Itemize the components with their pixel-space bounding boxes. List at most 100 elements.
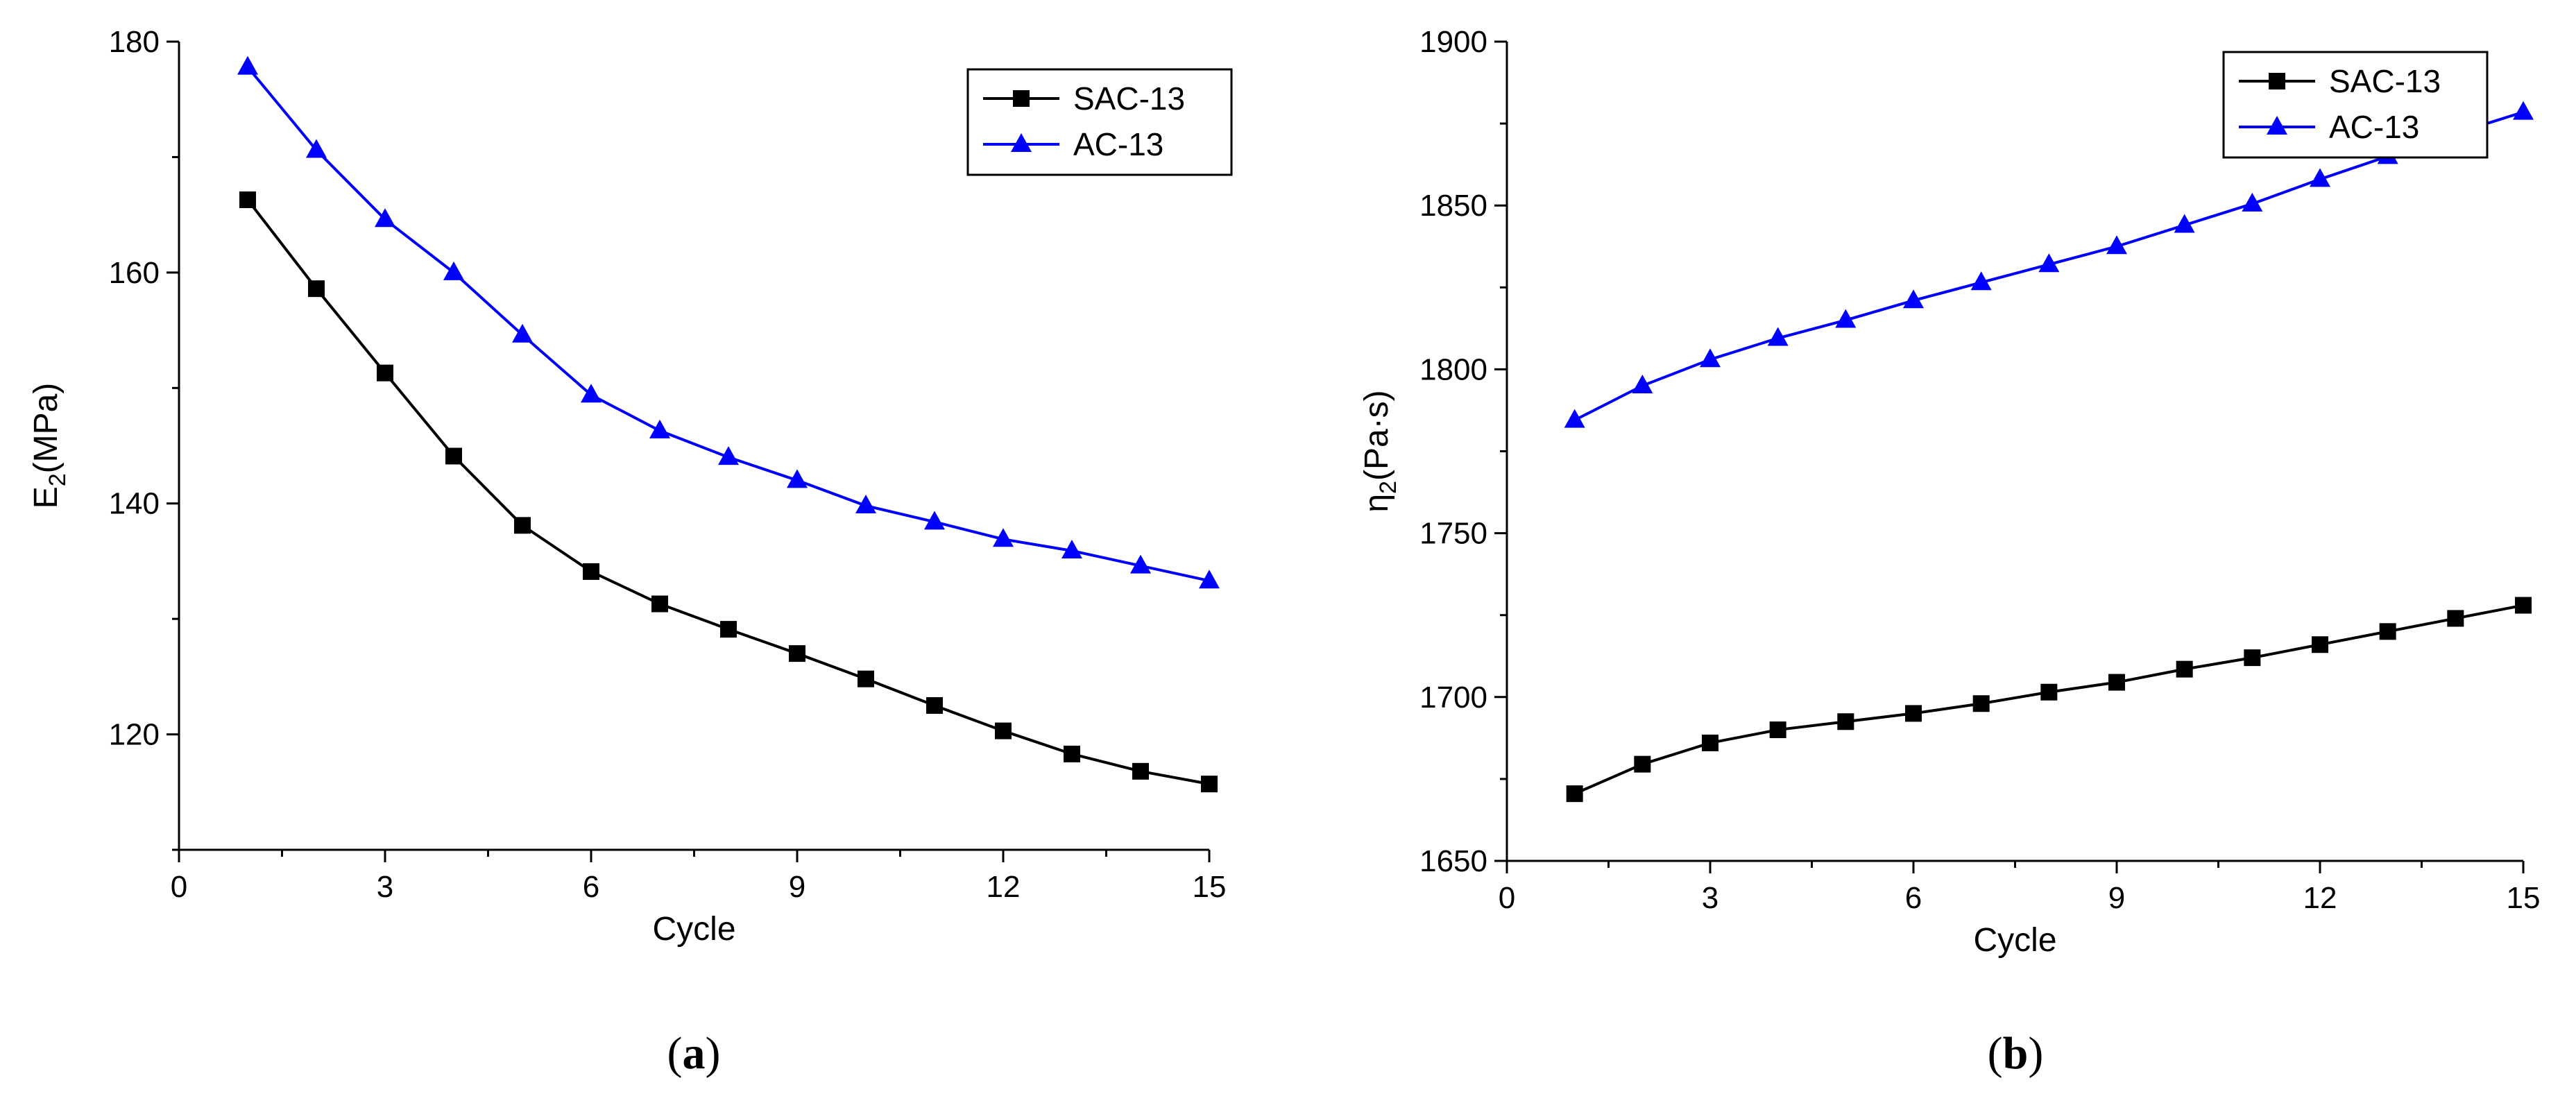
data-point-sac-13 (308, 280, 325, 298)
y-axis-title-subscript: 2 (44, 473, 71, 486)
legend: SAC-13 AC-13 (966, 68, 1233, 176)
y-tick-label: 1900 (1419, 25, 1487, 59)
y-axis-title: E2(MPa) (28, 383, 71, 509)
x-tick-label: 3 (1702, 881, 1718, 915)
data-point-ac-13 (512, 323, 533, 343)
y-tick-label: 1800 (1419, 352, 1487, 386)
data-point-sac-13 (583, 563, 599, 580)
y-axis-title-base: E (28, 486, 65, 508)
legend-marker (2267, 116, 2287, 135)
x-tick-label: 6 (1905, 881, 1922, 915)
data-point-sac-13 (377, 364, 393, 382)
data-point-sac-13 (514, 517, 531, 534)
x-tick-label: 12 (2303, 881, 2337, 915)
y-tick-label: 180 (109, 25, 160, 59)
data-point-ac-13 (1632, 375, 1653, 394)
data-point-ac-13 (1564, 409, 1585, 428)
data-point-sac-13 (1837, 713, 1854, 730)
legend: SAC-13 AC-13 (2222, 51, 2489, 159)
legend-label: SAC-13 (1073, 80, 1185, 117)
data-point-ac-13 (2513, 101, 2534, 120)
data-point-sac-13 (720, 621, 737, 638)
y-axis-title-unit: (Pa·s) (1358, 390, 1395, 481)
legend-box (2222, 51, 2489, 159)
data-point-sac-13 (1702, 734, 1718, 751)
y-tick-label: 160 (109, 256, 160, 290)
legend-label: AC-13 (2329, 109, 2419, 145)
legend-marker (2269, 73, 2285, 89)
data-point-ac-13 (993, 528, 1014, 547)
data-point-sac-13 (2379, 623, 2396, 640)
data-point-sac-13 (2108, 674, 2125, 691)
legend-marker (1011, 133, 1032, 152)
y-tick-label: 120 (109, 718, 160, 752)
legend-box (966, 68, 1233, 176)
data-point-sac-13 (651, 595, 668, 613)
data-point-ac-13 (649, 419, 670, 438)
x-tick-label: 6 (583, 870, 599, 904)
data-point-sac-13 (1132, 762, 1149, 780)
data-point-ac-13 (1767, 327, 1789, 346)
data-point-sac-13 (789, 645, 805, 662)
caption-close: ) (2028, 1028, 2043, 1079)
data-point-ac-13 (1061, 539, 1082, 558)
data-point-ac-13 (2242, 192, 2263, 212)
data-point-sac-13 (2515, 597, 2532, 614)
data-point-ac-13 (855, 495, 876, 514)
data-point-sac-13 (445, 447, 462, 465)
data-point-sac-13 (1769, 721, 1786, 739)
data-point-ac-13 (2038, 253, 2060, 273)
y-axis-title-subscript: 2 (1375, 481, 1401, 494)
data-point-ac-13 (1970, 271, 1992, 291)
data-point-ac-13 (924, 511, 945, 530)
data-point-ac-13 (787, 469, 808, 488)
data-point-sac-13 (1064, 745, 1080, 762)
data-point-ac-13 (443, 261, 464, 280)
legend-label: SAC-13 (2329, 63, 2441, 99)
x-tick-label: 9 (2108, 881, 2125, 915)
data-point-ac-13 (1903, 289, 1924, 309)
x-tick-label: 3 (377, 870, 393, 904)
data-point-ac-13 (2106, 235, 2127, 255)
series-ac-13 (237, 55, 1220, 589)
series-sac-13 (239, 191, 1218, 793)
data-point-ac-13 (2310, 168, 2330, 187)
data-point-ac-13 (1700, 348, 1721, 368)
data-point-sac-13 (858, 670, 874, 687)
y-axis-title-base: η (1358, 494, 1395, 513)
caption-close: ) (706, 1028, 721, 1079)
data-point-sac-13 (1905, 705, 1922, 722)
caption-open: ( (667, 1028, 683, 1079)
data-point-sac-13 (1201, 776, 1218, 793)
caption-letter: b (2003, 1028, 2029, 1079)
data-point-sac-13 (2040, 683, 2058, 701)
data-point-ac-13 (375, 208, 395, 228)
caption-open: ( (1988, 1028, 2003, 1079)
data-point-sac-13 (2447, 610, 2464, 627)
data-point-sac-13 (995, 722, 1012, 739)
series-sac-13 (1566, 597, 2532, 803)
y-tick-label: 1650 (1419, 844, 1487, 878)
x-tick-label: 15 (1193, 870, 1227, 904)
legend-label: AC-13 (1073, 126, 1163, 162)
data-point-sac-13 (1972, 695, 1990, 712)
y-axis-title: η2(Pa·s) (1358, 390, 1401, 512)
y-axis-title-unit: (MPa) (28, 383, 65, 474)
data-point-sac-13 (2244, 649, 2261, 667)
data-point-ac-13 (581, 384, 602, 403)
data-point-ac-13 (306, 139, 327, 158)
panel-caption: (a) (667, 1028, 721, 1079)
data-point-ac-13 (237, 55, 258, 75)
caption-letter: a (683, 1028, 706, 1079)
x-axis-title: Cycle (1973, 922, 2056, 959)
data-point-ac-13 (1835, 309, 1857, 328)
x-tick-label: 0 (171, 870, 187, 904)
data-point-ac-13 (2174, 214, 2195, 233)
x-tick-label: 12 (987, 870, 1021, 904)
x-tick-label: 0 (1499, 881, 1515, 915)
series-line-sac-13 (246, 198, 1210, 786)
chart-panel-a: 0 3 6 9 12 15 120 140 160 180 Cycle E2(MPa) SAC-13 AC… (28, 25, 1233, 1079)
x-tick-label: 15 (2507, 881, 2541, 915)
legend-marker (1013, 90, 1030, 107)
